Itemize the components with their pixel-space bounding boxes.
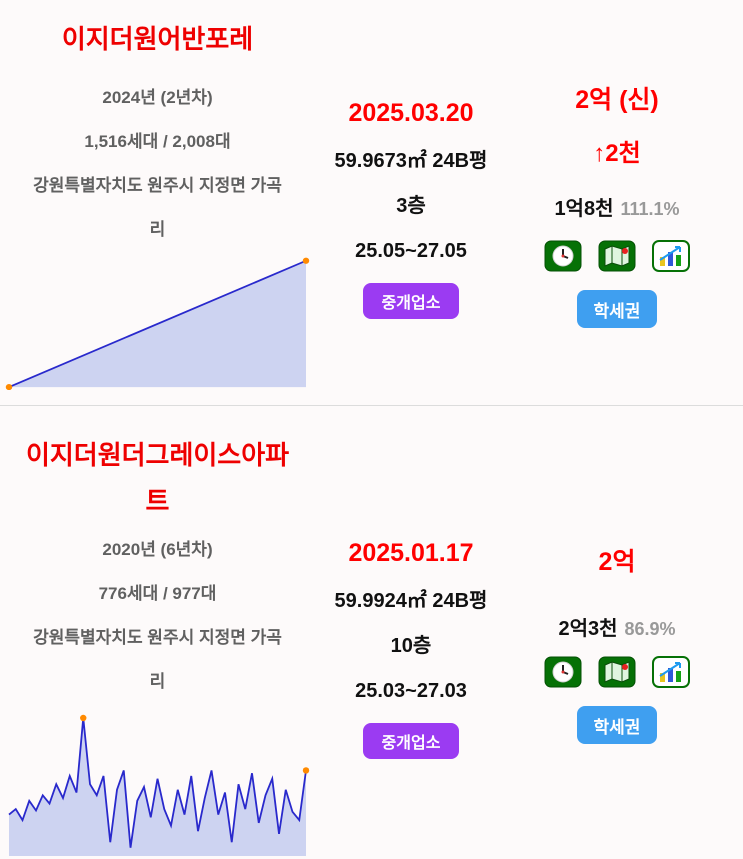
- deal-info: 2025.03.20 59.9673㎡ 24B평 3층 25.05~27.05 …: [315, 0, 507, 405]
- broker-button[interactable]: 중개업소: [363, 723, 459, 759]
- broker-button[interactable]: 중개업소: [363, 283, 459, 319]
- chart-icon: [652, 656, 690, 688]
- listing-title: 이지더원더그레이스아파 트: [25, 440, 290, 516]
- card-divider: [0, 405, 743, 406]
- listing-card[interactable]: 이지더원더그레이스아파 트 2020년 (6년차) 776세대 / 977대 강…: [0, 406, 743, 859]
- listing-year: 2024년 (2년차): [102, 88, 213, 107]
- floor-spec: 3층: [396, 195, 426, 217]
- school-zone-button[interactable]: 학세권: [577, 706, 657, 744]
- current-price: 2억 (신): [575, 86, 659, 114]
- deal-info: 2025.01.17 59.9924㎡ 24B평 10층 25.03~27.03…: [315, 406, 507, 859]
- clock-button[interactable]: [544, 656, 582, 688]
- price-ratio: 86.9%: [624, 619, 676, 639]
- previous-price: 2억3천: [558, 618, 618, 640]
- price-history-chart: [8, 714, 310, 856]
- deal-date: 2025.03.20: [348, 99, 474, 127]
- deal-date: 2025.01.17: [348, 539, 474, 567]
- listing-year: 2020년 (6년차): [102, 540, 213, 559]
- previous-price-row: 1억8천 111.1%: [554, 192, 679, 220]
- area-spec: 59.9924㎡ 24B평: [334, 590, 488, 612]
- chart-icon: [652, 240, 690, 272]
- price-history-chart: [5, 257, 310, 390]
- listing-title: 이지더원어반포레: [61, 24, 254, 54]
- listing-meta: 2024년 (2년차) 1,516세대 / 2,008대 강원특별자치도 원주시…: [33, 76, 282, 252]
- listing-summary: 이지더원더그레이스아파 트 2020년 (6년차) 776세대 / 977대 강…: [0, 406, 315, 859]
- area-spec: 59.9673㎡ 24B평: [334, 150, 488, 172]
- chart-button[interactable]: [652, 656, 690, 688]
- feature-icons: [544, 656, 690, 688]
- listing-address: 강원특별자치도 원주시 지정면 가곡 리: [33, 628, 282, 691]
- price-change: ↑2천: [593, 140, 641, 167]
- period-spec: 25.05~27.05: [355, 240, 467, 262]
- chart-button[interactable]: [652, 240, 690, 272]
- map-button[interactable]: [598, 656, 636, 688]
- listing-meta: 2020년 (6년차) 776세대 / 977대 강원특별자치도 원주시 지정면…: [33, 528, 282, 704]
- listing-card[interactable]: 이지더원어반포레 2024년 (2년차) 1,516세대 / 2,008대 강원…: [0, 0, 743, 405]
- period-spec: 25.03~27.03: [355, 680, 467, 702]
- map-icon: [598, 656, 636, 688]
- listing-units: 776세대 / 977대: [98, 584, 217, 603]
- listing-address: 강원특별자치도 원주시 지정면 가곡 리: [33, 176, 282, 239]
- price-info: 2억 (신) ↑2천 1억8천 111.1%: [507, 0, 743, 405]
- map-button[interactable]: [598, 240, 636, 272]
- clock-icon: [544, 240, 582, 272]
- previous-price: 1억8천: [554, 198, 614, 220]
- map-icon: [598, 240, 636, 272]
- listing-summary: 이지더원어반포레 2024년 (2년차) 1,516세대 / 2,008대 강원…: [0, 0, 315, 405]
- school-zone-button[interactable]: 학세권: [577, 290, 657, 328]
- price-info: 2억 2억3천 86.9%: [507, 406, 743, 859]
- previous-price-row: 2억3천 86.9%: [558, 612, 675, 640]
- floor-spec: 10층: [390, 635, 432, 657]
- current-price: 2억: [598, 548, 636, 576]
- feature-icons: [544, 240, 690, 272]
- listing-units: 1,516세대 / 2,008대: [84, 132, 231, 151]
- clock-button[interactable]: [544, 240, 582, 272]
- price-ratio: 111.1%: [620, 199, 680, 219]
- clock-icon: [544, 656, 582, 688]
